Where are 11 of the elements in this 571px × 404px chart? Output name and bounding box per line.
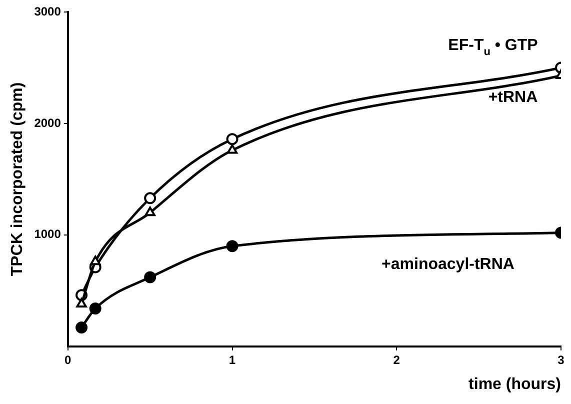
series-label: +tRNA xyxy=(488,88,538,106)
y-tick-label: 2000 xyxy=(34,116,62,130)
x-tick-label: 0 xyxy=(64,352,72,367)
x-tick-label: 3 xyxy=(558,352,565,367)
y-axis-title: TPCK incorporated (cpm) xyxy=(9,82,26,276)
series-label: +aminoacyl-tRNA xyxy=(382,256,515,274)
x-axis-title: time (hours) xyxy=(468,376,561,393)
y-tick-label: 1000 xyxy=(34,227,62,242)
y-tick-label: 3000 xyxy=(34,4,62,18)
x-tick-label: 2 xyxy=(393,352,400,367)
x-tick-label: 1 xyxy=(228,352,236,367)
